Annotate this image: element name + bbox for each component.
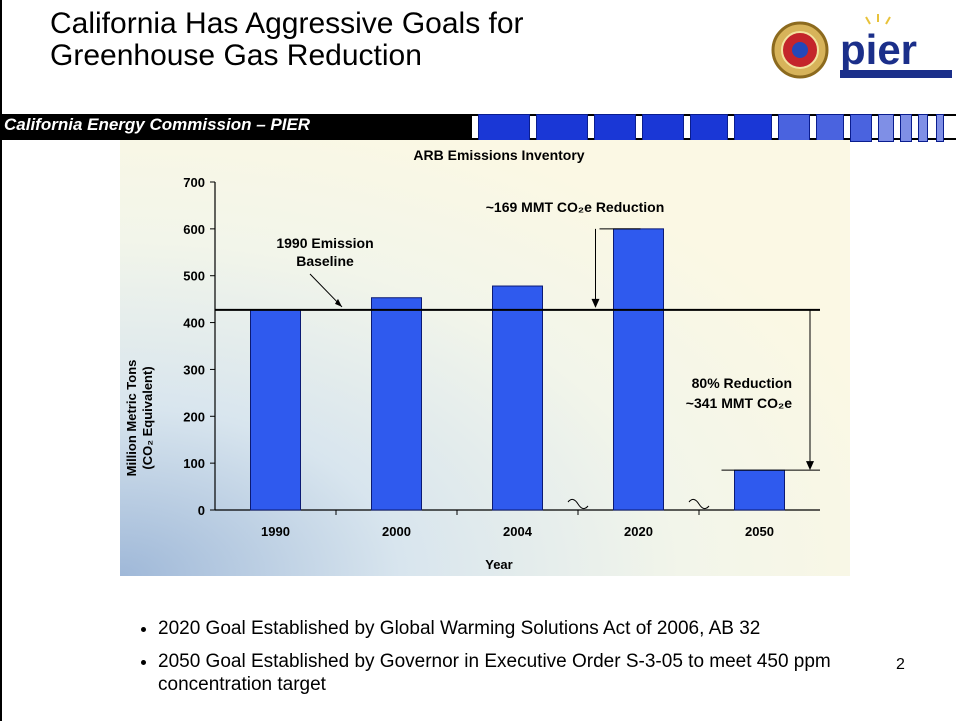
reduction-2050-label-line2: ~341 MMT CO₂e [686,395,792,411]
chart-title: ARB Emissions Inventory [413,147,584,163]
bullet-item-1: 2020 Goal Established by Global Warming … [158,617,918,640]
accent-square [816,114,844,142]
bar-1990 [250,309,301,511]
chart-background [120,140,850,576]
accent-square [900,114,912,142]
y-tick-label: 500 [183,269,205,284]
accent-square [878,114,894,142]
accent-square [918,114,928,142]
bar-2000 [371,297,422,511]
y-tick-label: 0 [198,503,205,518]
slide-subtitle: California Energy Commission – PIER [4,115,311,134]
accent-square [536,114,588,142]
axis-break-mark [688,498,710,510]
y-tick-label: 100 [183,456,205,471]
axis-break-mark [567,498,589,510]
reduction-2020-arrowhead [591,298,600,308]
x-tick-label: 2050 [745,524,774,539]
subtitle-background [2,116,472,138]
bullet-list: 2020 Goal Established by Global Warming … [118,617,918,706]
baseline-annotation-line2: Baseline [296,253,354,269]
x-tick-label: 2004 [503,524,533,539]
slide-left-edge [0,0,2,721]
reduction-2050-arrowhead [806,461,814,471]
y-tick-label: 700 [183,175,205,190]
bullet-item-2: 2050 Goal Established by Governor in Exe… [158,650,918,696]
y-tick-label: 600 [183,222,205,237]
x-tick-label: 2000 [382,524,411,539]
accent-square [778,114,810,142]
reduction-2020-label: ~169 MMT CO₂e Reduction [486,199,665,215]
reduction-2050-label-line1: 80% Reduction [692,375,792,391]
slide-title-line1: California Has Aggressive Goals for [50,7,524,40]
accent-square [734,114,772,142]
accent-square [594,114,636,142]
emissions-chart: ARB Emissions Inventory Year Million Met… [120,140,850,576]
y-tick-label: 300 [183,362,205,377]
baseline-pointer-head [335,298,342,307]
chart-panel: ARB Emissions Inventory Year Million Met… [120,140,850,576]
bar-2050 [734,469,785,511]
x-tick-label: 1990 [261,524,290,539]
y-axis-label-line1: Million Metric Tons [124,360,139,477]
pier-logo: pier [771,14,952,79]
y-tick-label: 400 [183,316,205,331]
slide-title: California Has Aggressive Goals for Gree… [50,8,750,72]
baseline-annotation-line1: 1990 Emission [276,235,373,251]
x-tick-label: 2020 [624,524,653,539]
accent-square [690,114,728,142]
x-axis-label: Year [485,557,512,572]
y-tick-label: 200 [183,409,205,424]
accent-square [850,114,872,142]
accent-square [642,114,684,142]
accent-square [478,114,530,142]
logo-wordmark: pier [840,26,917,73]
slide-title-line2: Greenhouse Gas Reduction [50,39,422,72]
accent-square [936,114,944,142]
bar-2020 [613,228,664,511]
page-number: 2 [896,656,905,673]
plot-area: 0 100 200 300 400 500 600 700 1990 2000 2004 2020 20… [183,175,820,539]
bar-2004 [492,285,543,511]
y-axis-label-line2: (CO₂ Equivalent) [140,366,155,469]
